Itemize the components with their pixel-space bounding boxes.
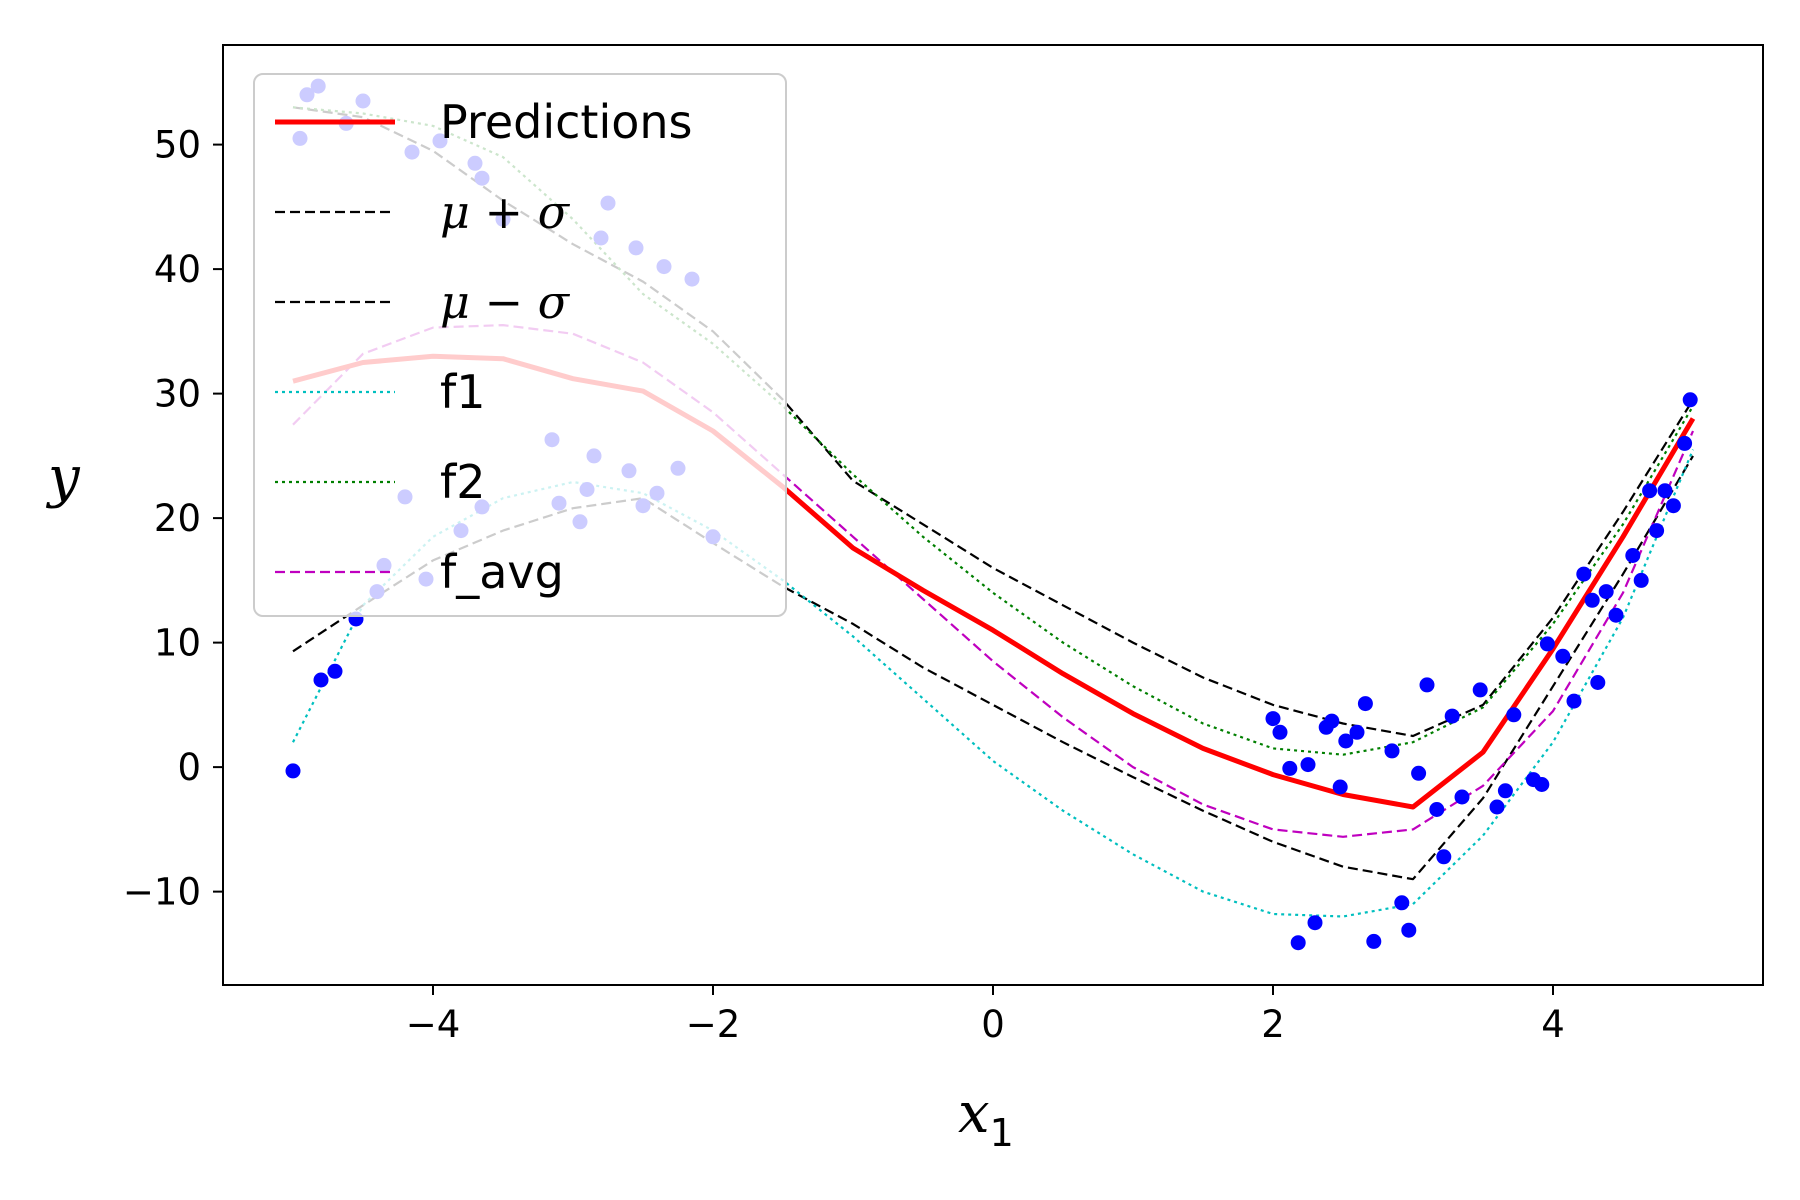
scatter-point [1677,435,1693,451]
scatter-point [1633,572,1649,588]
legend-label: μ + σ [440,185,571,239]
scatter-point [1566,693,1582,709]
scatter-point [1682,392,1698,408]
scatter-point [1324,713,1340,729]
legend-label: f2 [440,455,485,509]
y-tick-label: 50 [154,124,201,167]
scatter-point [1384,743,1400,759]
scatter-point [1584,592,1600,608]
legend: Predictions μ + σ μ − σ f1 f2 f_avg [253,73,787,617]
scatter-point [1625,548,1641,563]
scatter-point [1444,708,1460,724]
scatter-point [1349,724,1365,740]
scatter-point [1539,636,1555,652]
scatter-point [1307,915,1323,931]
x-ticks: −4 −2 0 2 4 [406,985,1565,1046]
y-tick-label: 20 [154,497,201,540]
scatter-point [1472,682,1488,698]
scatter-point [1411,765,1427,781]
legend-label: Predictions [440,95,692,149]
scatter-point [1590,675,1606,690]
scatter-point [1555,648,1571,664]
scatter-point [1401,922,1417,938]
legend-entries: Predictions μ + σ μ − σ f1 f2 f_avg [275,95,692,599]
scatter-point [1506,707,1522,723]
series-line-f1 [292,449,1695,918]
scatter-point [327,663,343,679]
scatter-point [1332,779,1348,795]
scatter-point [1394,895,1410,911]
x-tick-label: −4 [406,1003,461,1046]
legend-label: f1 [440,365,485,419]
y-tick-label: 30 [154,373,201,416]
series-line-- [292,455,1694,881]
scatter-point [1282,760,1298,776]
scatter-point [1272,724,1288,740]
x-tick-label: 4 [1541,1003,1565,1046]
scatter-point [1534,777,1550,792]
scatter-point [1436,849,1452,865]
scatter-point [1290,935,1306,951]
scatter-point [1265,711,1281,727]
scatter-point [1489,799,1505,815]
scatter-point [1429,802,1445,817]
legend-label: μ − σ [440,275,571,329]
scatter-point [285,763,301,779]
y-tick-label: 10 [154,622,201,665]
scatter-point [1649,523,1665,539]
scatter-point [1608,607,1624,623]
x-axis-label: x1 [958,1081,1014,1155]
x-tick-label: −2 [686,1003,741,1046]
y-ticks: −10 0 10 20 30 40 50 [123,124,223,914]
legend-label: f_avg [440,545,564,599]
scatter-point [1642,483,1658,499]
scatter-point [1338,733,1354,749]
legend-box [253,73,787,617]
y-tick-label: 0 [177,746,201,789]
y-axis-label: y [45,445,81,510]
scatter-point [1357,696,1373,712]
x-tick-label: 2 [1261,1003,1285,1046]
scatter-point [1419,677,1435,693]
x-axis-label-subscript: 1 [990,1111,1014,1155]
scatter-point [1665,498,1681,514]
y-tick-label: −10 [123,871,201,914]
scatter-point [1300,757,1316,773]
y-tick-label: 40 [154,248,201,291]
scatter-point [1454,789,1470,805]
x-tick-label: 0 [981,1003,1005,1046]
scatter-point [1497,783,1513,799]
scatter-point [1576,566,1592,582]
scatter-point [1657,483,1673,499]
scatter-point [313,672,329,688]
scatter-point [1366,933,1382,949]
scatter-point [1598,584,1614,600]
